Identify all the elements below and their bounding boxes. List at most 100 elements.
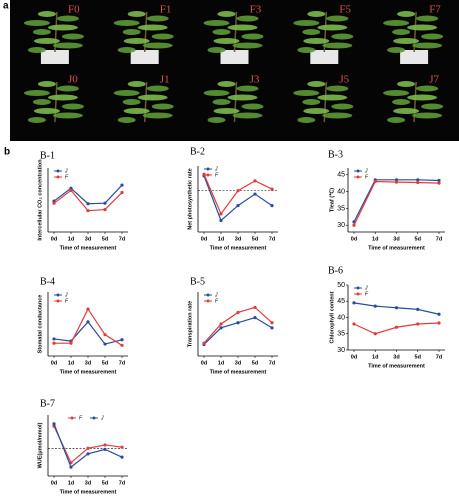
marker xyxy=(236,204,240,208)
leaf xyxy=(122,99,141,105)
legend-label: J xyxy=(364,168,368,174)
x-tick-label: 0d xyxy=(351,354,357,360)
x-tick-label: 7d xyxy=(269,360,275,366)
leaf xyxy=(142,42,173,49)
x-tick-label: 7d xyxy=(119,480,125,486)
leaf xyxy=(117,47,136,53)
y-tick-label: 40 xyxy=(337,188,345,195)
leaf xyxy=(33,108,60,114)
y-tick-label: 30 xyxy=(337,222,345,229)
x-tick-label: 3d xyxy=(235,236,241,242)
chart-title: B-1 xyxy=(40,150,55,161)
legend-marker xyxy=(206,173,210,177)
x-tick-label: 7d xyxy=(436,236,442,242)
photo-label: J0 xyxy=(68,74,78,86)
x-tick-label: 7d xyxy=(119,360,125,366)
marker xyxy=(69,341,73,345)
series-line xyxy=(53,184,123,205)
marker xyxy=(394,325,399,329)
marker xyxy=(52,341,56,345)
leaf xyxy=(293,20,320,26)
legend-label: J xyxy=(214,166,218,172)
marker xyxy=(69,465,73,469)
x-tick-label: 0d xyxy=(201,236,207,242)
series-line xyxy=(53,425,123,464)
x-tick-label: 0d xyxy=(51,360,57,366)
leaf xyxy=(23,90,50,96)
x-tick-label: 0d xyxy=(351,236,357,242)
leaf xyxy=(203,20,230,26)
leaf xyxy=(326,15,349,22)
leaf xyxy=(117,117,136,123)
leaf xyxy=(241,33,264,40)
leaf xyxy=(56,15,79,22)
marker xyxy=(394,180,399,184)
legend-label: F xyxy=(365,174,369,180)
y-axis-label: Transpiration rate xyxy=(187,301,193,347)
marker xyxy=(352,223,356,227)
chart-title: B-5 xyxy=(190,276,205,287)
leaf xyxy=(393,108,420,114)
leaf xyxy=(407,24,438,31)
photo-label: J3 xyxy=(250,74,260,86)
leaf xyxy=(47,94,78,101)
leaf xyxy=(397,81,416,87)
leaf xyxy=(146,85,169,92)
chart-title: B-7 xyxy=(40,398,55,409)
y-axis-label: Stomatal conductance xyxy=(37,295,43,354)
x-tick-label: 0d xyxy=(201,360,207,366)
leaf xyxy=(416,15,439,22)
pot xyxy=(40,50,69,64)
leaf xyxy=(122,29,141,35)
leaf xyxy=(33,38,60,44)
leaf xyxy=(236,85,259,92)
marker xyxy=(219,212,223,216)
x-tick-label: 3d xyxy=(85,236,91,242)
chart-title: B-6 xyxy=(328,265,343,276)
x-tick-label: 7d xyxy=(119,236,125,242)
leaf xyxy=(412,42,443,49)
marker xyxy=(103,333,107,337)
legend-label: J xyxy=(64,292,68,298)
marker xyxy=(69,188,73,192)
x-tick-label: 1d xyxy=(68,236,74,242)
marker xyxy=(86,446,90,450)
marker xyxy=(219,322,223,326)
leaf xyxy=(387,47,406,53)
x-tick-label: 7d xyxy=(269,236,275,242)
photo-label: F3 xyxy=(250,4,262,16)
chart-title: B-4 xyxy=(40,276,55,287)
y-axis-label: Chlorophyll content xyxy=(329,291,335,343)
leaf xyxy=(232,112,263,119)
leaf xyxy=(227,24,258,31)
marker xyxy=(52,337,56,341)
leaf xyxy=(151,103,174,110)
x-tick-label: 5d xyxy=(102,236,108,242)
marker xyxy=(437,321,441,325)
leaf xyxy=(52,42,83,49)
marker xyxy=(219,218,223,223)
x-axis-label: Time of measurement xyxy=(60,489,117,495)
leaf xyxy=(241,103,264,110)
y-tick-label: 40 xyxy=(337,314,345,321)
x-tick-label: 3d xyxy=(235,360,241,366)
y-tick-label: 50 xyxy=(337,282,345,289)
x-tick-label: 1d xyxy=(218,236,224,242)
legend-marker xyxy=(206,299,210,303)
legend-marker xyxy=(56,175,60,179)
photo-label: J5 xyxy=(339,74,349,86)
legend-marker xyxy=(56,293,60,297)
leaf xyxy=(32,99,51,105)
marker xyxy=(236,189,240,193)
marker xyxy=(86,202,90,206)
leaf xyxy=(56,85,79,92)
leaf xyxy=(37,81,56,87)
leaf xyxy=(236,15,259,22)
leaf xyxy=(383,90,410,96)
photo-label: F5 xyxy=(339,4,351,16)
marker xyxy=(437,312,441,316)
leaf xyxy=(416,85,439,92)
marker xyxy=(120,183,124,187)
x-tick-label: 3d xyxy=(393,236,399,242)
x-tick-label: 1d xyxy=(68,480,74,486)
